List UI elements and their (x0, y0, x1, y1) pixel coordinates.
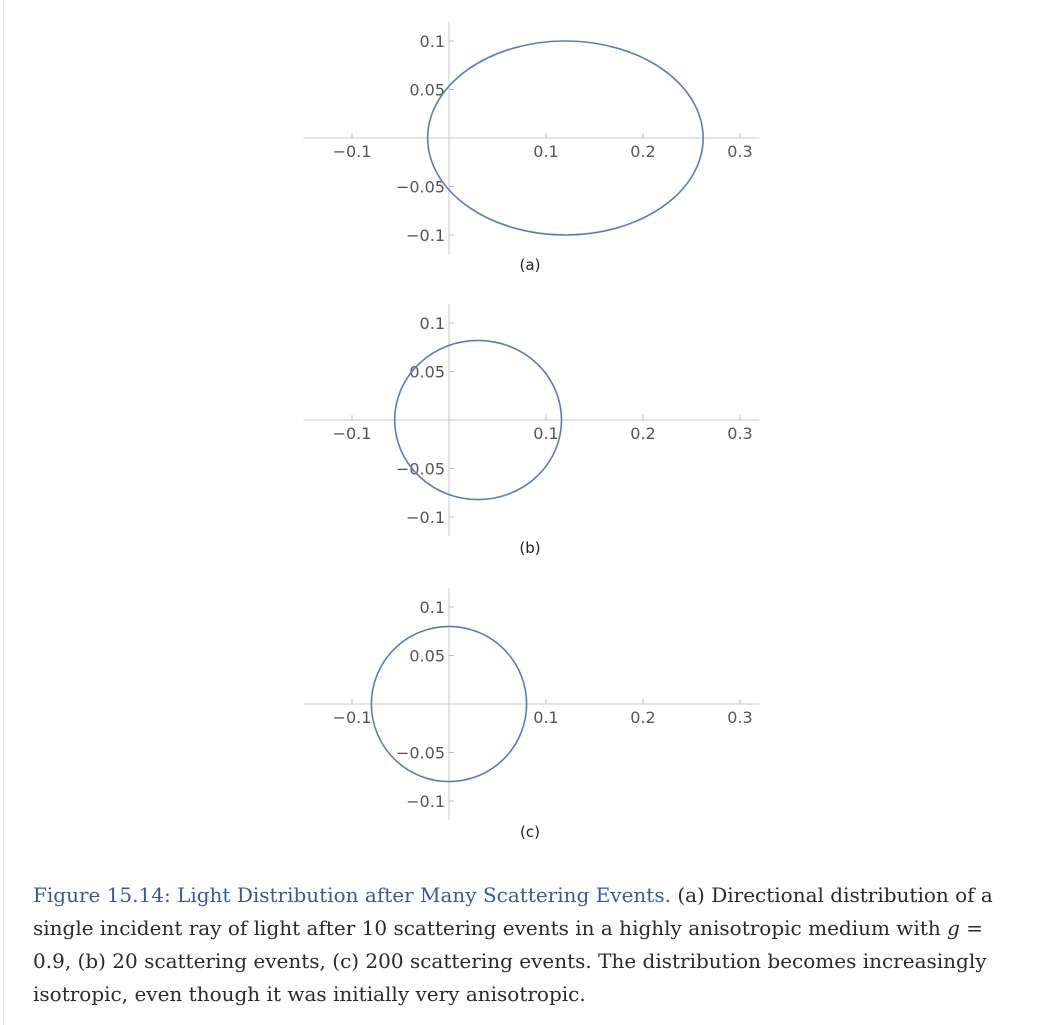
y-tick-label-1: 0.1 (420, 32, 445, 51)
caption-title: Figure 15.14: Light Distribution after M… (33, 883, 671, 907)
caption-math-eq: = 0.9 (33, 916, 984, 973)
y-tick-label-1: 0.05 (409, 81, 445, 100)
x-tick-label-2: 0.1 (533, 424, 558, 443)
y-tick-label-2: −0.05 (396, 460, 445, 479)
y-tick-label-3: −0.1 (406, 792, 445, 811)
x-tick-label-1: −0.1 (333, 142, 372, 161)
panel-label-2: (b) (519, 539, 540, 557)
x-tick-label-1: 0.2 (630, 142, 655, 161)
caption-math-var: g (947, 916, 960, 940)
x-tick-label-3: 0.3 (727, 708, 752, 727)
x-tick-label-1: 0.1 (533, 142, 558, 161)
caption-text-1: (a) Directional distribution of a single… (33, 883, 993, 940)
y-tick-label-1: −0.05 (396, 178, 445, 197)
x-tick-label-3: −0.1 (333, 708, 372, 727)
distribution-curve-2 (393, 339, 563, 501)
distribution-curve-1 (426, 40, 704, 236)
x-tick-label-2: 0.2 (630, 424, 655, 443)
y-tick-label-3: 0.1 (420, 598, 445, 617)
y-tick-label-2: −0.1 (406, 508, 445, 527)
x-tick-label-3: 0.2 (630, 708, 655, 727)
distribution-curve-3 (370, 625, 528, 783)
x-tick-label-2: −0.1 (333, 424, 372, 443)
y-tick-label-2: 0.05 (409, 363, 445, 382)
y-tick-label-1: −0.1 (406, 226, 445, 245)
panel-label-1: (a) (520, 256, 541, 274)
y-tick-label-2: 0.1 (420, 314, 445, 333)
y-tick-label-3: −0.05 (396, 744, 445, 763)
caption-text-2: , (b) 20 scattering events, (c) 200 scat… (33, 949, 987, 1006)
x-tick-label-2: 0.3 (727, 424, 752, 443)
figure-plots: −0.1 0.1 0.2 0.3 0.1 0.05 −0.05 −0.1 (a) −0.1 0.1 0… (303, 21, 760, 841)
x-tick-label-1: 0.3 (727, 142, 752, 161)
page-left-rule (3, 0, 4, 1025)
panel-label-3: (c) (520, 823, 540, 841)
figure-caption: Figure 15.14: Light Distribution after M… (33, 879, 1018, 1011)
y-tick-label-3: 0.05 (409, 647, 445, 666)
x-tick-label-3: 0.1 (533, 708, 558, 727)
